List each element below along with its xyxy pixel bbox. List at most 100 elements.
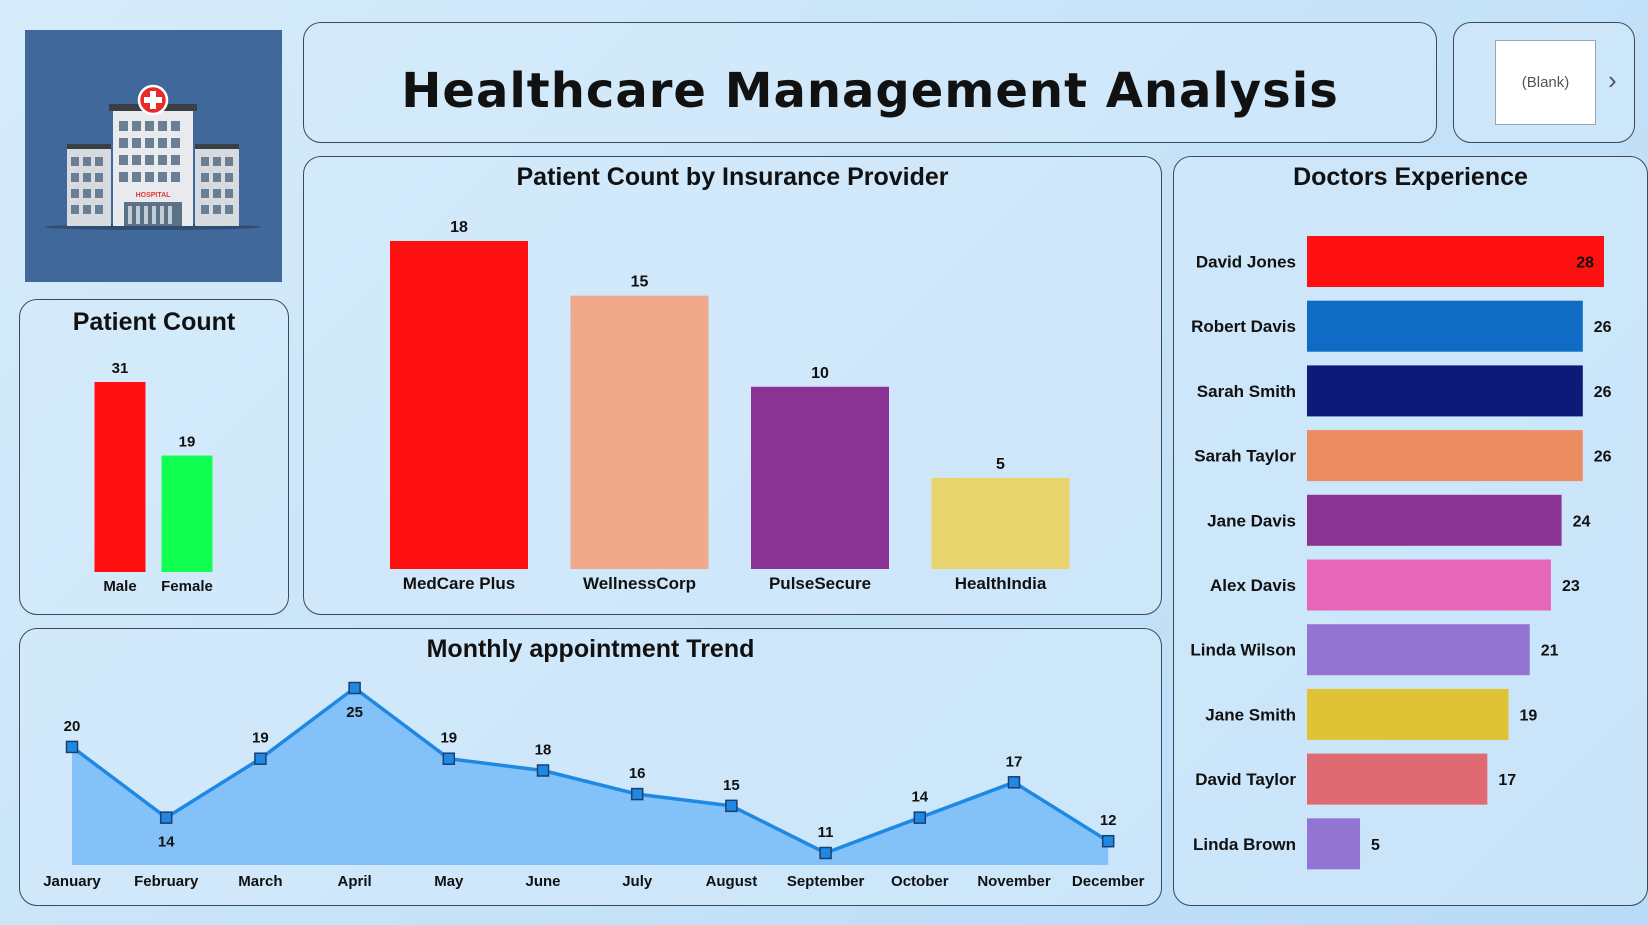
doctor-name-label: Jane Davis (1207, 511, 1296, 530)
page-title: Healthcare Management Analysis (401, 63, 1339, 119)
doctors-chart: David Jones 28 Robert Davis 26 Sarah Smith 26… (1190, 236, 1612, 870)
doctor-bar (1307, 365, 1583, 417)
doctor-data-label: 5 (1371, 837, 1380, 854)
logo-hospital-text: HOSPITAL (136, 192, 172, 199)
monthly-line (70, 686, 1110, 855)
doctor-data-label: 23 (1562, 578, 1580, 595)
insurance-chart: 18 MedCare Plus 15 WellnessCorp 10 PulseSecur… (390, 219, 1070, 593)
monthly-point-marker (536, 764, 550, 777)
insurance-data-label: 15 (631, 274, 649, 291)
monthly-month-label: April (338, 873, 372, 890)
doctor-name-label: Sarah Taylor (1194, 447, 1296, 466)
patient-count-data-label: 19 (179, 434, 196, 451)
monthly-data-label: 11 (818, 824, 834, 841)
monthly-title: Monthly appointment Trend (426, 635, 755, 663)
doctor-name-label: David Taylor (1195, 770, 1296, 789)
monthly-month-label: March (238, 873, 282, 890)
patient-count-category-label: Female (161, 578, 213, 595)
insurance-bar (570, 295, 709, 569)
doctor-data-label: 17 (1498, 772, 1516, 789)
doctor-data-label: 26 (1594, 449, 1612, 466)
hospital-logo: HOSPITAL (25, 30, 282, 282)
monthly-month-label: December (1072, 873, 1145, 890)
monthly-month-label: November (977, 873, 1051, 890)
monthly-data-label: 14 (158, 834, 175, 851)
monthly-data-label: 19 (440, 730, 457, 747)
monthly-month-label: June (525, 873, 560, 890)
monthly-area (72, 688, 1109, 865)
monthly-data-label: 16 (629, 765, 646, 782)
monthly-point-marker (348, 681, 361, 695)
patient-count-chart: 31 Male 19 Female (94, 360, 213, 595)
doctor-bar (1307, 753, 1488, 805)
insurance-category-label: PulseSecure (769, 574, 871, 593)
insurance-data-label: 5 (996, 456, 1005, 473)
doctor-bar (1307, 494, 1562, 546)
monthly-point-marker (1101, 834, 1115, 848)
insurance-bar (751, 386, 889, 569)
patient-count-bar (161, 455, 213, 572)
monthly-point-marker (725, 799, 738, 813)
insurance-bar (931, 477, 1070, 569)
doctor-name-label: Alex Davis (1210, 576, 1296, 595)
monthly-panel: Monthly appointment Trend 20 January 14 Feb… (19, 628, 1162, 906)
monthly-chart: 20 January 14 February 19 March 25 April 19 May 18… (43, 681, 1145, 890)
insurance-data-label: 10 (811, 365, 829, 382)
insurance-bar (390, 241, 528, 569)
monthly-data-label: 18 (535, 742, 552, 759)
doctor-bar (1307, 236, 1604, 287)
monthly-month-label: May (434, 873, 464, 890)
doctor-bar (1307, 430, 1583, 482)
monthly-data-label: 15 (723, 777, 740, 794)
monthly-point-marker (913, 811, 927, 824)
monthly-data-label: 25 (346, 704, 363, 721)
doctor-bar (1307, 688, 1509, 740)
monthly-month-label: August (706, 873, 758, 890)
doctor-name-label: Sarah Smith (1197, 382, 1296, 401)
patient-count-panel: Patient Count 31 Male 19 Female (19, 299, 289, 615)
insurance-category-label: WellnessCorp (583, 574, 696, 593)
doctor-data-label: 26 (1594, 319, 1612, 336)
doctor-bar (1307, 300, 1583, 352)
doctor-data-label: 26 (1594, 384, 1612, 401)
hospital-building-icon: HOSPITAL (45, 84, 261, 230)
doctor-data-label: 24 (1573, 513, 1591, 530)
insurance-data-label: 18 (450, 219, 468, 236)
monthly-month-label: September (787, 873, 865, 890)
monthly-data-label: 12 (1100, 812, 1117, 829)
doctor-bar (1307, 818, 1361, 870)
slicer-panel: (Blank) › (1453, 22, 1635, 143)
monthly-data-label: 19 (252, 730, 269, 747)
monthly-month-label: July (622, 873, 653, 890)
monthly-month-label: January (43, 873, 101, 890)
monthly-point-marker (630, 787, 644, 801)
slicer-card[interactable]: (Blank) (1495, 40, 1596, 125)
monthly-month-label: February (134, 873, 199, 890)
doctor-data-label: 28 (1576, 255, 1594, 272)
monthly-point-marker (254, 752, 267, 765)
doctor-bar (1307, 624, 1530, 676)
monthly-month-label: October (891, 873, 949, 890)
monthly-point-marker (442, 752, 456, 765)
doctor-name-label: Linda Brown (1193, 835, 1296, 854)
monthly-data-label: 17 (1006, 753, 1023, 770)
monthly-data-label: 20 (64, 718, 81, 735)
doctor-data-label: 19 (1520, 707, 1538, 724)
insurance-category-label: HealthIndia (955, 574, 1047, 593)
doctor-data-label: 21 (1541, 643, 1559, 660)
chevron-right-icon[interactable]: › (1608, 65, 1617, 95)
insurance-panel: Patient Count by Insurance Provider 18 Me… (303, 156, 1162, 615)
monthly-data-label: 14 (911, 789, 928, 806)
doctor-name-label: Robert Davis (1191, 317, 1296, 336)
insurance-title: Patient Count by Insurance Provider (516, 163, 949, 191)
monthly-point-marker (65, 740, 79, 754)
patient-count-title: Patient Count (72, 308, 236, 336)
doctor-name-label: David Jones (1196, 253, 1296, 272)
title-panel: Healthcare Management Analysis (303, 22, 1437, 143)
patient-count-data-label: 31 (112, 360, 129, 377)
monthly-point-marker (159, 811, 173, 824)
patient-count-bar (94, 382, 146, 572)
monthly-point-marker (1007, 776, 1021, 789)
monthly-point-marker (819, 846, 832, 860)
doctor-name-label: Jane Smith (1205, 705, 1296, 724)
